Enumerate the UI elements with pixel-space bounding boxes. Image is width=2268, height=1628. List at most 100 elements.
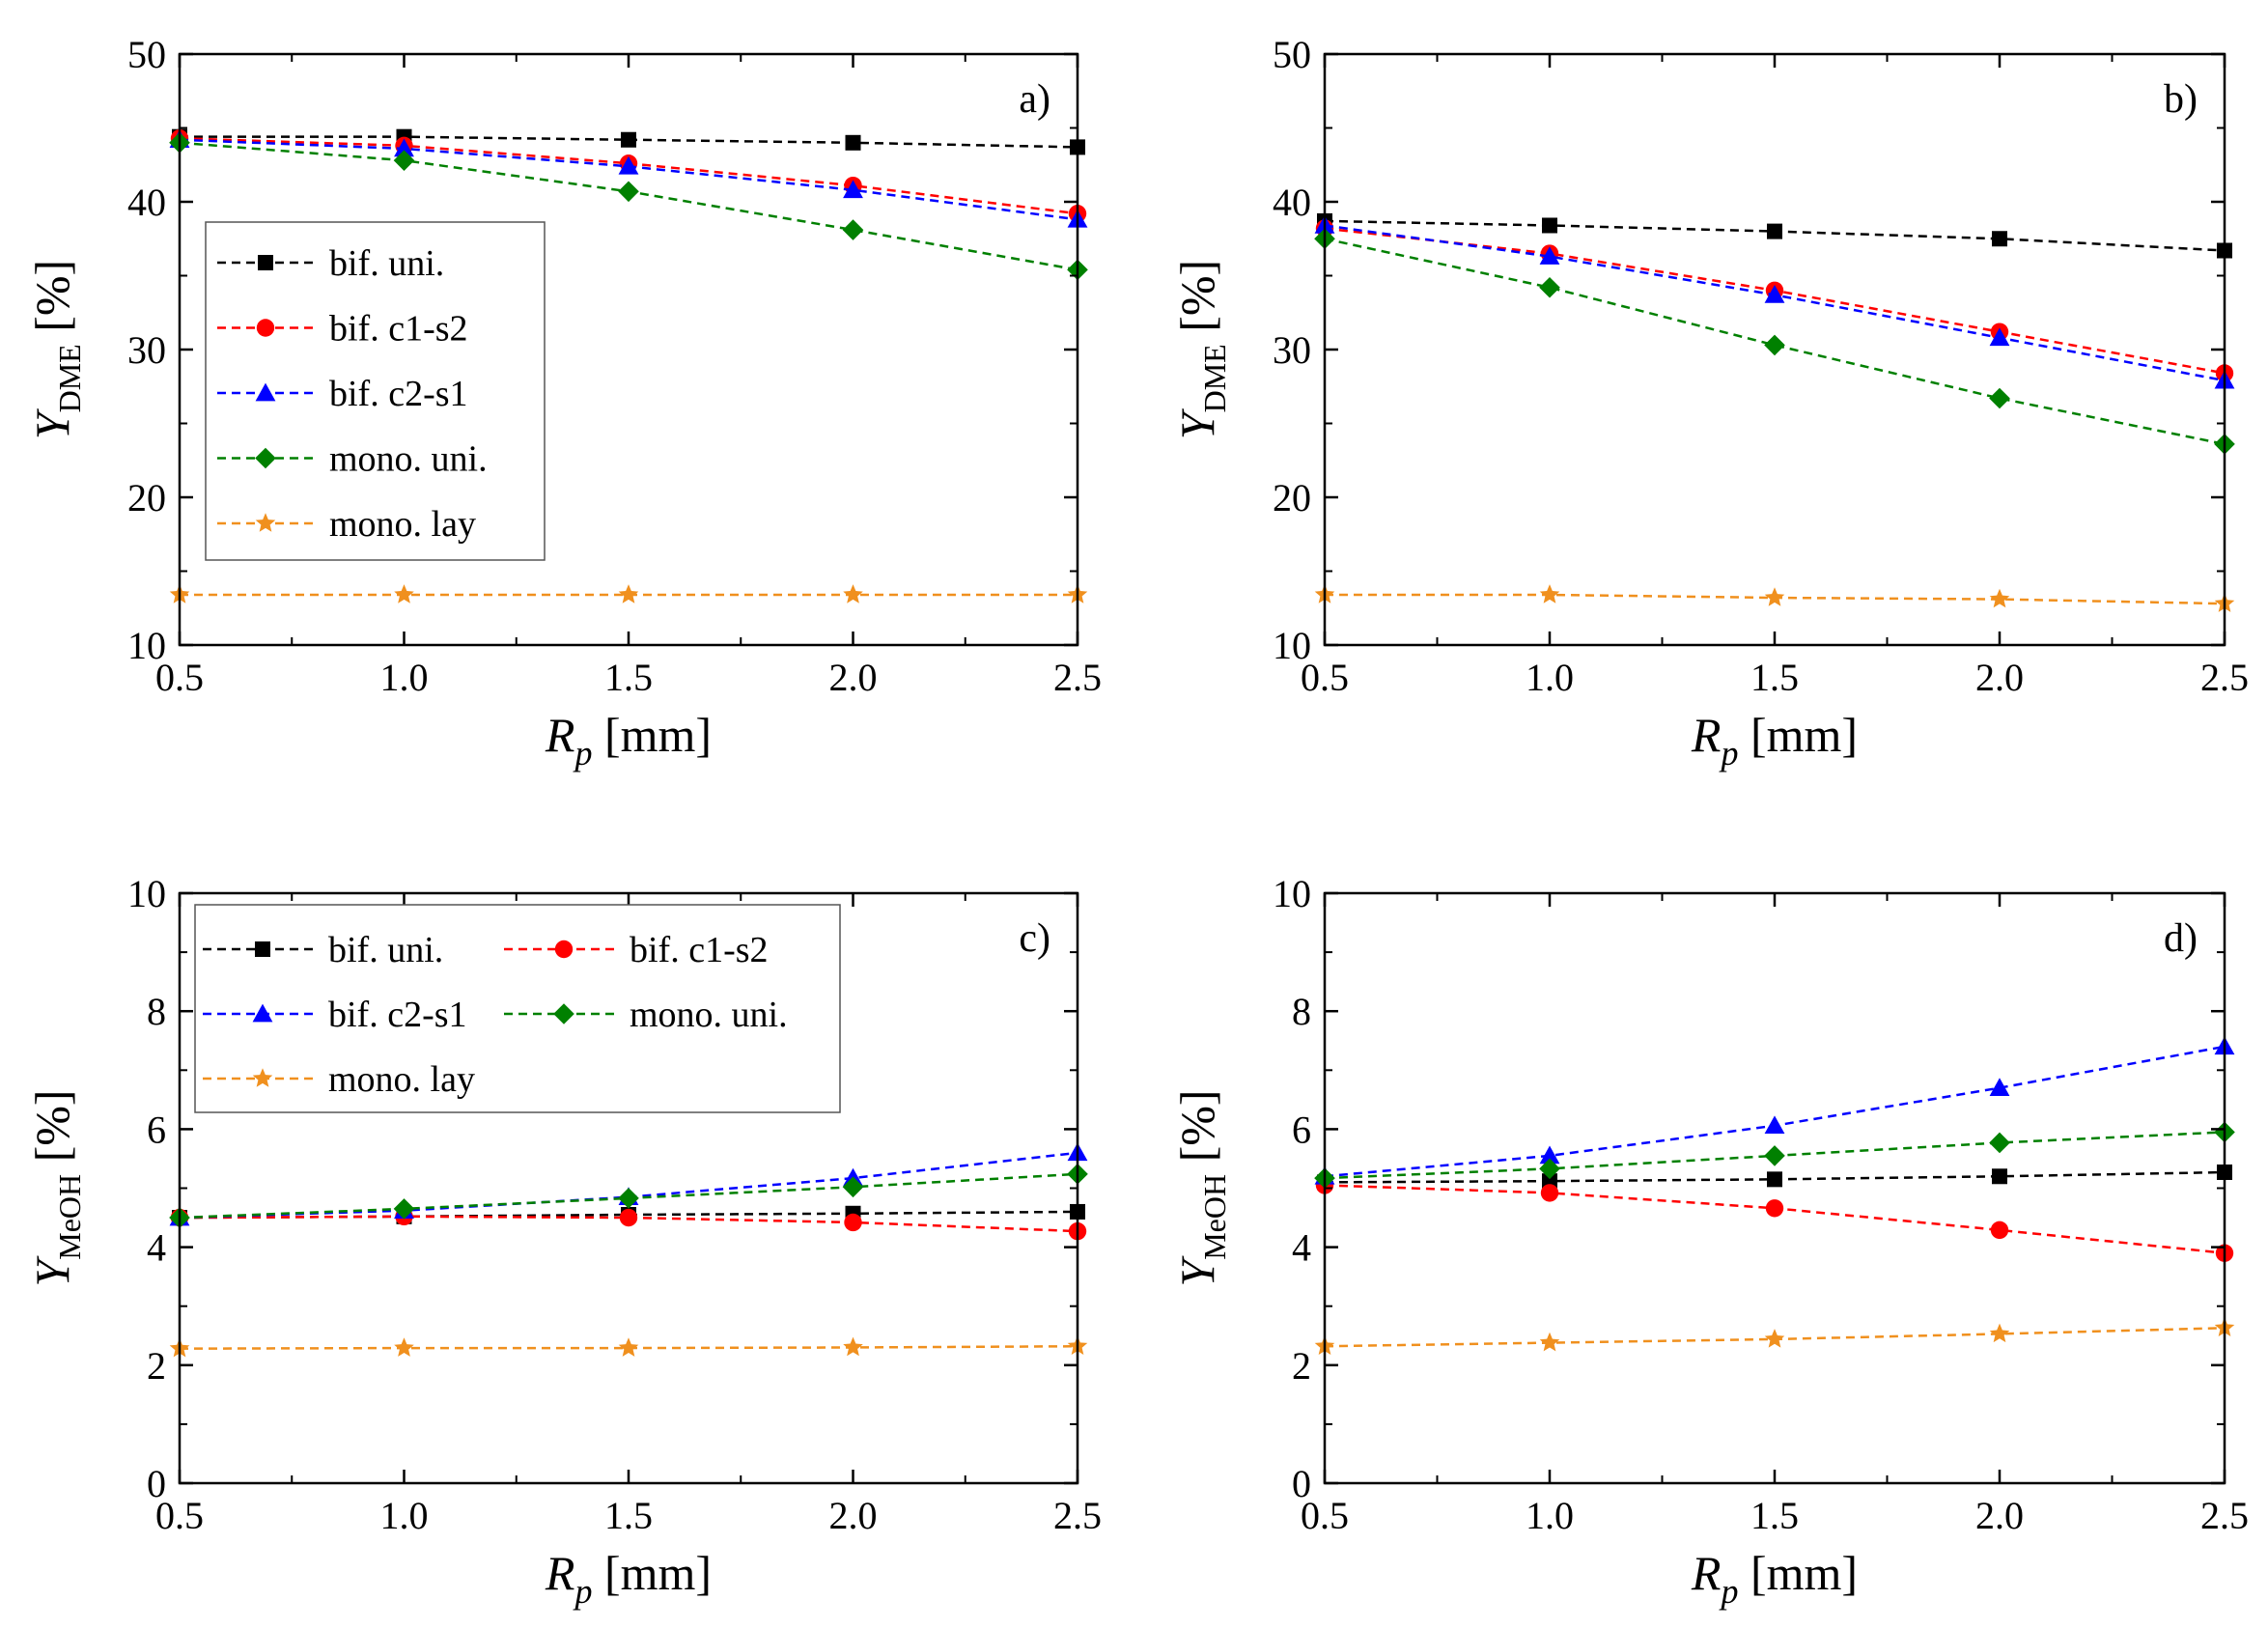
x-tick-label: 1.0 xyxy=(1526,656,1574,699)
x-tick-label: 2.5 xyxy=(1053,656,1102,699)
x-axis-unit: [mm] xyxy=(592,708,712,762)
data-point xyxy=(619,1208,638,1227)
x-tick-label: 2.0 xyxy=(1975,656,2024,699)
x-tick-label: 1.5 xyxy=(604,1494,653,1537)
y-axis-symbol: Y xyxy=(25,1255,79,1287)
legend-label: mono. uni. xyxy=(630,995,788,1035)
panel-label: b) xyxy=(2164,77,2198,122)
x-tick-label: 1.5 xyxy=(1750,656,1799,699)
y-tick-label: 4 xyxy=(1292,1226,1311,1270)
legend: bif. uni. bif. c1-s2 bif. c2-s1 mono. uni. m… xyxy=(205,221,546,561)
data-point xyxy=(843,584,863,603)
data-point xyxy=(394,138,414,157)
y-axis-symbol: Y xyxy=(1170,1255,1224,1287)
x-tick-label: 0.5 xyxy=(1301,656,1349,699)
chart-panel-4: 0.5 1.0 1.5 2.0 2.5 0 2 4 6 8 10 Rp [mm] YMeOH [%] d) xyxy=(1170,872,2249,1611)
y-tick-label: 10 xyxy=(127,872,166,915)
x-tick-label: 2.0 xyxy=(829,1494,878,1537)
data-point xyxy=(1540,1184,1559,1202)
legend-marker xyxy=(255,941,270,957)
y-tick-label: 30 xyxy=(1273,328,1311,372)
x-tick-label: 2.5 xyxy=(2200,1494,2249,1537)
x-tick-label: 2.5 xyxy=(1053,1494,1102,1537)
data-point xyxy=(394,584,414,603)
data-point xyxy=(1989,1078,2010,1096)
legend-marker xyxy=(255,447,276,469)
y-tick-label: 20 xyxy=(127,476,166,519)
data-point xyxy=(1764,1329,1785,1348)
y-axis-unit: [%] xyxy=(25,1089,79,1173)
series-line-2 xyxy=(179,136,1078,215)
data-point xyxy=(1764,1115,1785,1135)
y-tick-label: 50 xyxy=(1273,33,1311,76)
series-group xyxy=(1314,212,2235,612)
x-axis-unit: [mm] xyxy=(1738,1546,1858,1600)
data-point xyxy=(618,181,639,203)
data-point xyxy=(843,180,863,199)
x-tick-label: 1.0 xyxy=(380,1494,429,1537)
data-point xyxy=(1767,223,1782,239)
panel-label: a) xyxy=(1019,77,1050,122)
x-axis-label: Rp [mm] xyxy=(1691,1546,1858,1611)
x-tick-label: 1.0 xyxy=(380,656,429,699)
x-axis-label: Rp [mm] xyxy=(1691,708,1858,772)
y-tick-label: 20 xyxy=(1273,476,1311,519)
data-point xyxy=(1539,246,1560,265)
x-tick-label: 2.5 xyxy=(2200,656,2249,699)
x-tick-label: 2.0 xyxy=(829,656,878,699)
legend-label: mono. lay xyxy=(329,504,476,545)
data-point xyxy=(1989,387,2010,409)
chart-panel-1: 0.5 1.0 1.5 2.0 2.5 10 20 30 40 50 Rp [mm] YDME [%]… xyxy=(25,33,1102,772)
x-axis-unit: [mm] xyxy=(1738,708,1858,762)
y-axis-subscript: MeOH xyxy=(52,1174,87,1260)
x-axis-label: Rp [mm] xyxy=(545,708,712,772)
y-tick-label: 50 xyxy=(127,33,166,76)
y-tick-label: 40 xyxy=(1273,181,1311,224)
data-point xyxy=(1539,1158,1560,1180)
x-tick-label: 0.5 xyxy=(1301,1494,1349,1537)
y-axis-label: YMeOH [%] xyxy=(1170,1089,1232,1286)
data-point xyxy=(618,584,639,603)
y-tick-label: 6 xyxy=(1292,1108,1311,1151)
legend-label: bif. c1-s2 xyxy=(329,309,468,350)
data-point xyxy=(1992,231,2007,247)
legend-box xyxy=(194,904,841,1113)
data-point xyxy=(844,1213,862,1232)
panel-label: c) xyxy=(1019,916,1050,961)
data-point xyxy=(394,1337,414,1357)
y-tick-label: 0 xyxy=(1292,1462,1311,1505)
chart-panel-3: 0.5 1.0 1.5 2.0 2.5 0 2 4 6 8 10 Rp [mm] YMeOH [%] c)… xyxy=(25,872,1102,1611)
y-axis-unit: [%] xyxy=(1170,1089,1224,1173)
y-axis-symbol: Y xyxy=(1170,407,1224,439)
x-axis-subscript: p xyxy=(1718,734,1738,772)
legend-label: bif. uni. xyxy=(329,243,444,284)
x-tick-label: 0.5 xyxy=(155,656,204,699)
x-axis-label: Rp [mm] xyxy=(545,1546,712,1611)
y-tick-label: 10 xyxy=(127,624,166,667)
x-axis-symbol: R xyxy=(545,708,575,762)
data-point xyxy=(1764,284,1785,303)
legend-marker xyxy=(252,1068,273,1087)
series-line-3 xyxy=(179,138,1078,221)
y-axis-subscript: MeOH xyxy=(1197,1174,1232,1260)
legend-marker xyxy=(256,319,275,337)
series-line-3 xyxy=(1324,224,2226,382)
x-tick-label: 1.5 xyxy=(1750,1494,1799,1537)
legend-marker xyxy=(255,382,276,402)
series-group xyxy=(1314,1036,2235,1355)
legend-marker xyxy=(252,1003,273,1023)
legend-label: mono. lay xyxy=(328,1059,475,1100)
y-axis-symbol: Y xyxy=(25,407,79,439)
legend-label: bif. c2-s1 xyxy=(328,995,467,1035)
legend-marker xyxy=(258,255,273,270)
data-point xyxy=(1539,1332,1560,1352)
data-point xyxy=(1989,327,2010,347)
y-tick-label: 2 xyxy=(1292,1344,1311,1388)
data-point xyxy=(1542,217,1557,234)
x-axis-symbol: R xyxy=(1691,708,1722,762)
panel-label: d) xyxy=(2164,916,2198,961)
x-tick-label: 1.0 xyxy=(1526,1494,1574,1537)
legend-label: bif. c1-s2 xyxy=(630,930,769,970)
x-axis-subscript: p xyxy=(572,1572,592,1611)
